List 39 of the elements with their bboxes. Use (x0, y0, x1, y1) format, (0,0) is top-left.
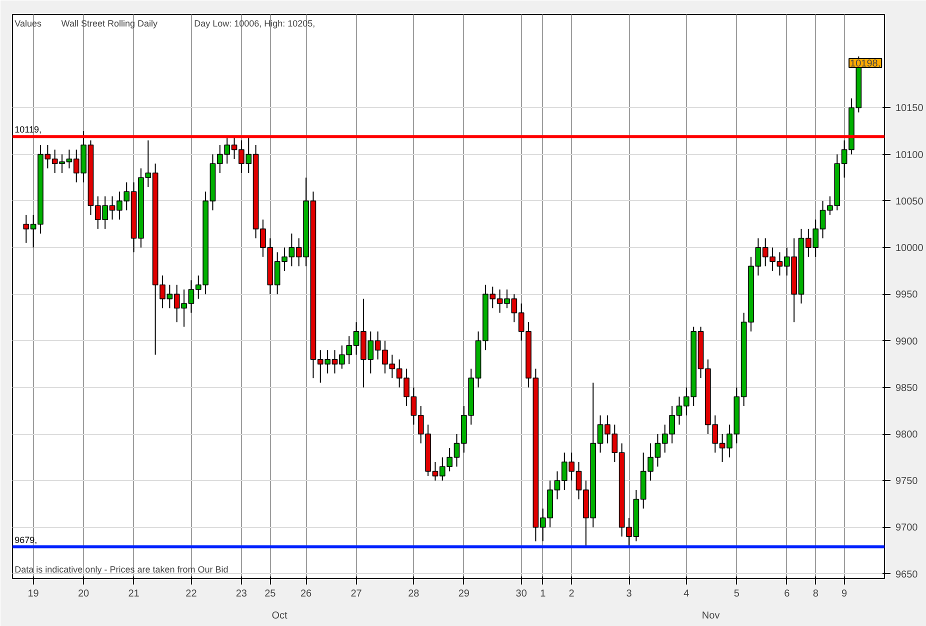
x-tick-label: 30 (516, 588, 528, 600)
legend-title: Values (14, 18, 42, 28)
x-tick-label: 27 (350, 588, 362, 600)
x-tick-label: 23 (236, 588, 248, 600)
x-tick-label: 25 (264, 588, 276, 600)
y-tick-label: 10100 (896, 150, 924, 161)
y-tick-label: 10150 (896, 103, 924, 114)
x-tick-label: 9 (842, 588, 848, 600)
y-tick-label: 9850 (896, 382, 918, 394)
x-tick-label: 2 (568, 588, 575, 600)
x-tick-label: 19 (28, 588, 40, 600)
x-tick-label: 28 (408, 588, 420, 600)
y-tick-label: 9800 (896, 430, 918, 441)
text: Oct (272, 610, 288, 622)
y-tick-label: 9900 (896, 336, 918, 348)
annotation: 10198, (850, 58, 881, 70)
x-tick-label: 26 (300, 588, 312, 600)
y-tick-label: 10000 (896, 243, 924, 254)
x-tick-label: 5 (734, 588, 740, 600)
y-tick-label: 9700 (896, 522, 918, 534)
y-tick-label: 9950 (896, 290, 918, 301)
y-tick-label: 10050 (896, 196, 924, 208)
annotation: Data is indicative only - Prices are taken from Our Bid (14, 564, 228, 574)
text: Wall Street Rolling Daily (61, 18, 158, 28)
text: Nov (702, 610, 720, 622)
x-tick-label: 20 (78, 588, 90, 600)
text: Day Low: 10006, High: 10205, (194, 18, 316, 28)
x-tick-label: 6 (784, 588, 790, 600)
x-tick-label: 21 (128, 588, 140, 600)
x-tick-label: 4 (684, 588, 690, 600)
ref-line-label: 9679, (14, 534, 38, 545)
ref-line-label: 10119, (14, 124, 42, 135)
y-tick-label: 9650 (896, 569, 918, 580)
x-tick-label: 1 (540, 588, 546, 600)
x-tick-label: 22 (186, 588, 198, 600)
x-tick-label: 29 (458, 588, 470, 600)
y-tick-label: 9750 (896, 476, 918, 488)
x-tick-label: 3 (626, 588, 632, 600)
x-tick-label: 8 (812, 588, 819, 600)
